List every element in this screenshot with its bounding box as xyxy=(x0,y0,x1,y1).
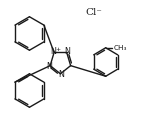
Text: N: N xyxy=(47,62,52,71)
Text: N: N xyxy=(58,70,64,79)
Text: N: N xyxy=(50,47,56,56)
Text: N: N xyxy=(64,47,70,56)
Text: Cl⁻: Cl⁻ xyxy=(85,8,102,17)
Text: +: + xyxy=(55,47,60,52)
Text: CH₃: CH₃ xyxy=(113,45,127,51)
